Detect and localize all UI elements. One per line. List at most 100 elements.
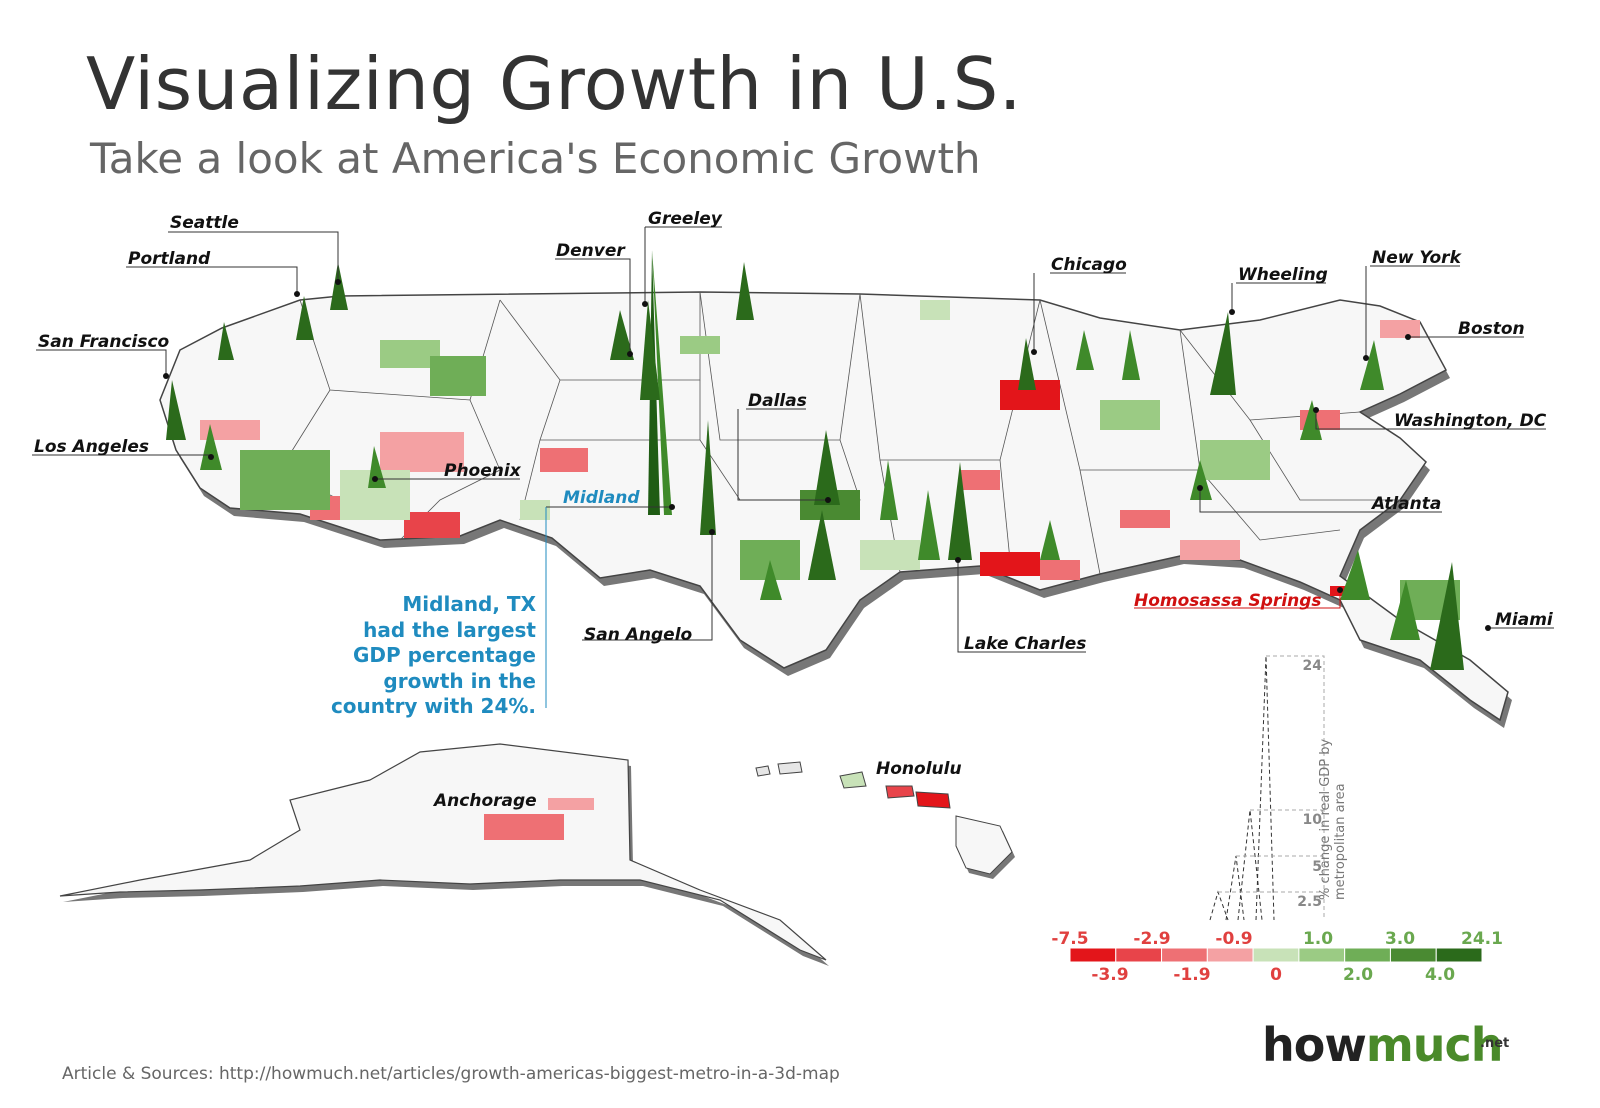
callout-line: GDP percentage bbox=[353, 643, 536, 667]
callout-line: growth in the bbox=[383, 668, 536, 693]
label-denver: Denver bbox=[556, 241, 626, 261]
page-subtitle: Take a look at America's Economic Growth bbox=[90, 134, 981, 183]
spike bbox=[760, 560, 782, 600]
metro-patch bbox=[960, 470, 1000, 490]
height-tick: 5 bbox=[1312, 859, 1322, 875]
page-title: Visualizing Growth in U.S. bbox=[86, 42, 1023, 126]
spike-wheeling bbox=[1210, 312, 1236, 395]
logo-much: much bbox=[1365, 1018, 1504, 1072]
metro-patch bbox=[920, 300, 950, 320]
legend-swatch bbox=[1252, 947, 1300, 963]
height-scale bbox=[1209, 655, 1325, 921]
label-homosassa-springs: Homosassa Springs bbox=[1134, 591, 1322, 611]
label-san-francisco: San Francisco bbox=[38, 332, 170, 352]
metro-patch bbox=[1040, 560, 1080, 580]
spike-los-angeles bbox=[200, 424, 222, 470]
leader-lines bbox=[32, 226, 1554, 708]
logo-how: how bbox=[1262, 1018, 1367, 1072]
spike bbox=[1040, 520, 1060, 560]
howmuch-logo: howmuch bbox=[1262, 1018, 1504, 1072]
height-scale-axis-label: % change in real GDP by metropolitan are… bbox=[1318, 738, 1348, 900]
legend-swatch bbox=[1206, 947, 1254, 963]
label-washington-dc: Washington, DC bbox=[1394, 411, 1547, 431]
metro-patch bbox=[520, 500, 550, 520]
legend-label-bottom: -1.9 bbox=[1173, 965, 1210, 985]
legend-label-bottom: 0 bbox=[1270, 965, 1282, 985]
label-greeley: Greeley bbox=[648, 209, 723, 229]
legend-label-top: 3.0 bbox=[1385, 929, 1415, 949]
city-labels: Seattle Portland San Francisco Los Angel… bbox=[34, 209, 1554, 811]
metro-patch bbox=[380, 432, 464, 472]
spike bbox=[808, 510, 836, 580]
city-dots bbox=[163, 279, 1491, 631]
height-scale-ticks: 24 10 5 2.5 bbox=[1297, 658, 1322, 910]
legend-label-bottom: -3.9 bbox=[1091, 965, 1128, 985]
metro-patch bbox=[540, 448, 588, 472]
callout-line: had the largest bbox=[363, 617, 536, 642]
height-tick: 10 bbox=[1303, 812, 1323, 828]
spike-midland bbox=[652, 250, 672, 515]
metro-patch bbox=[860, 540, 920, 570]
spike bbox=[1390, 580, 1420, 640]
label-midland: Midland bbox=[563, 488, 640, 508]
alaska bbox=[59, 743, 829, 966]
spike-washington bbox=[1300, 400, 1322, 440]
legend-swatch bbox=[1344, 947, 1391, 963]
spike bbox=[880, 460, 898, 520]
source-citation: Article & Sources: http://howmuch.net/ar… bbox=[62, 1064, 840, 1084]
color-legend bbox=[1069, 947, 1483, 963]
legend-label-top: 24.1 bbox=[1461, 929, 1503, 949]
legend-label-top: 1.0 bbox=[1303, 929, 1333, 949]
label-seattle: Seattle bbox=[170, 213, 239, 233]
label-anchorage: Anchorage bbox=[432, 791, 537, 811]
spike-chicago bbox=[1018, 338, 1036, 390]
label-phoenix: Phoenix bbox=[444, 461, 522, 481]
metro-patch bbox=[1200, 440, 1270, 480]
metro-patch bbox=[240, 450, 330, 510]
spike-dallas bbox=[814, 430, 840, 505]
hawaii bbox=[755, 761, 1015, 879]
label-miami: Miami bbox=[1495, 610, 1554, 630]
metro-patch bbox=[404, 512, 460, 538]
spike-san-angelo bbox=[700, 420, 716, 535]
legend-swatch bbox=[1161, 947, 1208, 963]
legend-labels: -7.5 -2.9 -0.9 1.0 3.0 24.1 -3.9 -1.9 0 … bbox=[1051, 929, 1503, 985]
legend-label-top: -7.5 bbox=[1051, 929, 1088, 949]
spike-san-francisco bbox=[166, 380, 186, 440]
label-portland: Portland bbox=[128, 249, 211, 269]
label-boston: Boston bbox=[1458, 319, 1525, 339]
label-dallas: Dallas bbox=[748, 391, 807, 411]
growth-spikes bbox=[166, 250, 1464, 670]
spike bbox=[218, 322, 234, 360]
callout-line: Midland, TX bbox=[402, 592, 536, 616]
spike bbox=[1076, 330, 1094, 370]
spike-miami bbox=[1430, 562, 1464, 670]
label-new-york: New York bbox=[1372, 248, 1463, 268]
legend-label-bottom: 2.0 bbox=[1343, 965, 1373, 985]
metro-patch bbox=[200, 420, 260, 440]
spike-greeley bbox=[640, 300, 660, 400]
legend-swatch bbox=[1298, 947, 1346, 963]
legend-swatch bbox=[1069, 947, 1117, 963]
label-chicago: Chicago bbox=[1051, 255, 1127, 275]
spike bbox=[918, 490, 940, 560]
legend-label-top: -2.9 bbox=[1133, 929, 1170, 949]
metro-patch bbox=[430, 356, 486, 396]
spike-new-york bbox=[1360, 340, 1384, 390]
metro-patch bbox=[1380, 320, 1420, 338]
spike bbox=[736, 262, 754, 320]
label-wheeling: Wheeling bbox=[1238, 265, 1328, 285]
legend-label-bottom: 4.0 bbox=[1425, 965, 1455, 985]
spike-atlanta bbox=[1190, 460, 1212, 500]
legend-swatch bbox=[1435, 947, 1483, 963]
metro-patch-anchorage bbox=[484, 814, 564, 840]
metro-patch bbox=[680, 336, 720, 354]
spike bbox=[1122, 330, 1140, 380]
label-atlanta: Atlanta bbox=[1370, 494, 1441, 514]
metro-patch bbox=[1100, 400, 1160, 430]
legend-swatch bbox=[1389, 947, 1437, 963]
logo-net: .net bbox=[1480, 1036, 1510, 1051]
spike-denver bbox=[610, 310, 634, 360]
spike bbox=[1340, 550, 1370, 600]
